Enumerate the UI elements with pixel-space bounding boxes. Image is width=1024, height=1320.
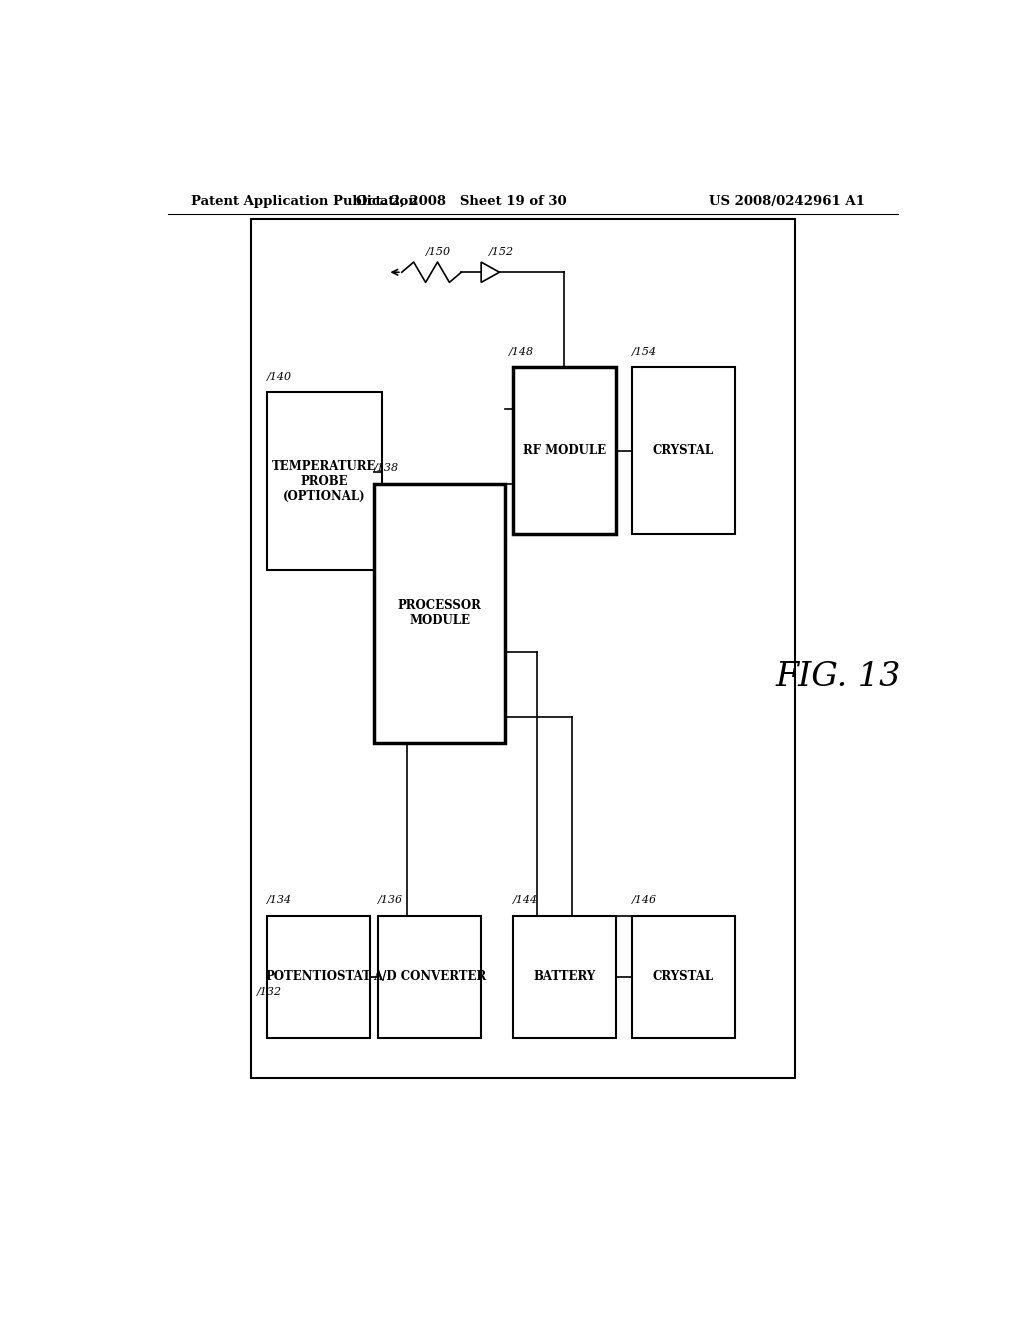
Text: CRYSTAL: CRYSTAL xyxy=(653,970,714,983)
Bar xyxy=(513,367,616,535)
Bar xyxy=(374,483,505,743)
Text: ∕152: ∕152 xyxy=(489,247,514,257)
Bar xyxy=(378,916,481,1038)
Bar xyxy=(513,916,616,1038)
Text: ∕154: ∕154 xyxy=(632,347,657,356)
Text: Patent Application Publication: Patent Application Publication xyxy=(191,194,418,207)
Text: ∕134: ∕134 xyxy=(267,895,292,906)
Text: ∕132: ∕132 xyxy=(257,987,283,997)
Text: TEMPERATURE
PROBE
(OPTIONAL): TEMPERATURE PROBE (OPTIONAL) xyxy=(272,459,377,503)
Text: FIG. 13: FIG. 13 xyxy=(775,661,901,693)
Text: Oct. 2, 2008   Sheet 19 of 30: Oct. 2, 2008 Sheet 19 of 30 xyxy=(356,194,566,207)
Text: BATTERY: BATTERY xyxy=(534,970,596,983)
Text: ∕136: ∕136 xyxy=(378,895,403,906)
Text: ∕144: ∕144 xyxy=(513,895,538,906)
Bar xyxy=(632,916,735,1038)
Bar xyxy=(632,367,735,535)
Text: RF MODULE: RF MODULE xyxy=(523,444,606,457)
Bar xyxy=(267,392,382,570)
Text: ∕146: ∕146 xyxy=(632,895,657,906)
Bar xyxy=(267,916,370,1038)
Text: PROCESSOR
MODULE: PROCESSOR MODULE xyxy=(397,599,481,627)
Text: ∕150: ∕150 xyxy=(426,247,451,257)
Text: US 2008/0242961 A1: US 2008/0242961 A1 xyxy=(709,194,864,207)
Bar xyxy=(251,219,795,1078)
Text: A/D CONVERTER: A/D CONVERTER xyxy=(373,970,486,983)
Text: CRYSTAL: CRYSTAL xyxy=(653,444,714,457)
Text: POTENTIOSTAT: POTENTIOSTAT xyxy=(265,970,372,983)
Text: ∕148: ∕148 xyxy=(509,347,535,356)
Text: ∕140: ∕140 xyxy=(267,372,292,381)
Text: ∕138: ∕138 xyxy=(374,463,399,474)
